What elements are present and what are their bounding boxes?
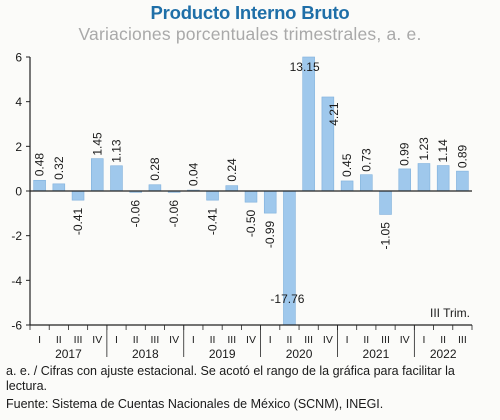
value-label-7: -0.06 xyxy=(167,200,181,228)
value-label-21: 1.14 xyxy=(436,139,450,163)
annotation-latest-quarter: III Trim. xyxy=(430,306,470,320)
quarter-label-14: III xyxy=(304,334,313,346)
quarter-label-13: II xyxy=(287,334,293,346)
value-label-13: -17.76 xyxy=(270,292,304,306)
quarter-label-2: III xyxy=(74,334,83,346)
value-label-16: 0.45 xyxy=(340,153,354,177)
quarter-label-21: II xyxy=(440,334,446,346)
quarter-label-3: IV xyxy=(92,334,102,346)
bar-21 xyxy=(436,165,450,192)
quarter-label-16: I xyxy=(346,334,349,346)
value-label-11: -0.50 xyxy=(244,209,258,237)
value-label-14: 13.15 xyxy=(290,60,320,74)
quarter-label-8: I xyxy=(192,334,195,346)
quarter-label-15: IV xyxy=(323,334,333,346)
quarter-label-22: III xyxy=(458,334,467,346)
y-tick-label-4: -2 xyxy=(11,229,22,243)
y-tick-label-6: -6 xyxy=(11,319,22,333)
y-tick-label-3: 0 xyxy=(15,185,22,199)
bar-10 xyxy=(225,185,239,192)
bar-1 xyxy=(52,183,66,192)
bar-4 xyxy=(110,165,123,192)
bar-17 xyxy=(360,174,373,192)
chart-subtitle: Variaciones porcentuales trimestrales, a… xyxy=(78,24,422,44)
bar-12 xyxy=(263,190,277,214)
quarter-label-19: IV xyxy=(400,334,410,346)
year-label-2: 2019 xyxy=(209,347,236,361)
bar-3 xyxy=(91,158,104,192)
quarter-label-17: II xyxy=(363,334,369,346)
year-label-5: 2022 xyxy=(430,347,457,361)
value-label-1: 0.32 xyxy=(52,156,66,180)
footnote-source: Fuente: Sistema de Cuentas Nacionales de… xyxy=(6,397,384,411)
footnote-seasonal-adjustment: a. e. / Cifras con ajuste estacional. Se… xyxy=(6,364,455,393)
quarter-label-5: II xyxy=(133,334,139,346)
bar-16 xyxy=(340,180,354,192)
quarter-label-1: II xyxy=(56,334,62,346)
bar-22 xyxy=(456,170,469,192)
quarter-label-7: IV xyxy=(169,334,179,346)
bar-20 xyxy=(417,163,431,192)
value-label-8: 0.04 xyxy=(186,162,200,186)
value-label-6: 0.28 xyxy=(148,157,162,181)
bar-2 xyxy=(71,190,85,201)
bar-9 xyxy=(206,190,219,201)
quarter-label-0: I xyxy=(38,334,41,346)
quarter-label-6: III xyxy=(151,334,160,346)
year-label-3: 2020 xyxy=(286,347,313,361)
y-tick-label-5: -4 xyxy=(11,274,22,288)
value-label-3: 1.45 xyxy=(90,132,104,156)
y-tick-label-2: 2 xyxy=(15,140,22,154)
y-tick-label-0: 6 xyxy=(15,51,22,65)
y-tick-label-1: 4 xyxy=(15,95,22,109)
quarter-label-18: III xyxy=(381,334,390,346)
value-label-4: 1.13 xyxy=(109,139,123,163)
quarter-label-9: II xyxy=(210,334,216,346)
value-label-2: -0.41 xyxy=(71,207,85,235)
chart-title: Producto Interno Bruto xyxy=(150,2,350,23)
quarter-label-4: I xyxy=(115,334,118,346)
value-label-9: -0.41 xyxy=(206,207,220,235)
quarter-label-10: III xyxy=(227,334,236,346)
value-label-5: -0.06 xyxy=(129,200,143,228)
value-label-22: 0.89 xyxy=(455,144,469,168)
bar-6 xyxy=(148,184,162,192)
quarter-label-20: I xyxy=(422,334,425,346)
quarter-label-12: I xyxy=(269,334,272,346)
value-label-19: 0.99 xyxy=(398,142,412,166)
bar-11 xyxy=(244,190,258,203)
year-label-1: 2018 xyxy=(132,347,159,361)
bar-18 xyxy=(379,190,392,215)
year-label-0: 2017 xyxy=(55,347,82,361)
value-label-12: -0.99 xyxy=(263,220,277,248)
bar-14 xyxy=(302,56,315,192)
value-label-17: 0.73 xyxy=(359,148,373,172)
value-label-10: 0.24 xyxy=(225,158,239,182)
value-label-20: 1.23 xyxy=(417,137,431,161)
labels-layer: 0.48 0.32 -0.41 1.45 1.13 -0.06 0.28 -0.06 0.04 -… xyxy=(33,60,470,320)
value-label-18: -1.05 xyxy=(379,222,393,250)
bar-0 xyxy=(33,179,46,192)
value-label-0: 0.48 xyxy=(33,153,47,177)
value-label-15: 4.21 xyxy=(327,102,341,126)
year-label-4: 2021 xyxy=(363,347,390,361)
quarter-label-11: IV xyxy=(246,334,256,346)
bar-19 xyxy=(398,168,411,192)
